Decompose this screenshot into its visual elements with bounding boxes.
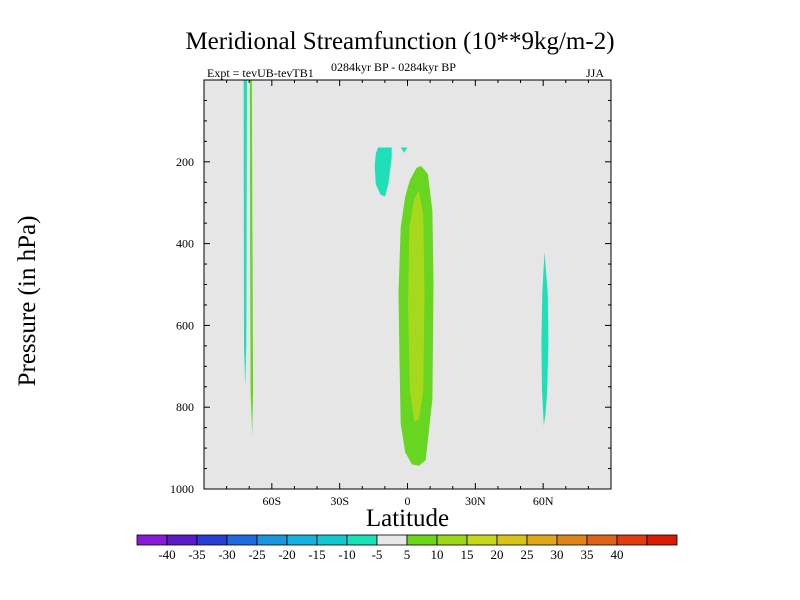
colorbar-label: -15 xyxy=(308,547,325,562)
colorbar-box xyxy=(196,534,228,546)
y-tick-label: 800 xyxy=(176,400,194,414)
contour-nh-negative-cell xyxy=(541,251,549,426)
chart-title: Meridional Streamfunction (10**9kg/m-2) xyxy=(185,28,615,55)
colorbar-box xyxy=(226,534,258,546)
colorbar-box xyxy=(346,534,378,546)
x-tick-label: 0 xyxy=(405,494,411,508)
colorbar-box xyxy=(436,534,468,546)
colorbar-label: 40 xyxy=(611,547,624,562)
colorbar-box xyxy=(556,534,588,546)
colorbar-label: -35 xyxy=(188,547,205,562)
y-tick-label: 200 xyxy=(176,155,194,169)
colorbar-label: 30 xyxy=(551,547,564,562)
y-tick-label: 400 xyxy=(176,237,194,251)
colorbar-label: -5 xyxy=(372,547,383,562)
colorbar-box xyxy=(616,534,648,546)
colorbar-label: -30 xyxy=(218,547,235,562)
contour-tropical-positive-core xyxy=(408,190,425,422)
x-axis-label: Latitude xyxy=(365,505,450,532)
colorbar-label: -20 xyxy=(278,547,295,562)
y-axis-label: Pressure (in hPa) xyxy=(14,215,41,387)
colorbar-box xyxy=(316,534,348,546)
x-tick-label: 60N xyxy=(533,494,554,508)
colorbar-label: 10 xyxy=(431,547,444,562)
contour-sh-polar-positive xyxy=(249,80,254,436)
colorbar-box xyxy=(466,534,498,546)
colorbar-box xyxy=(286,534,318,546)
colorbar-box xyxy=(136,534,168,546)
colorbar-box xyxy=(496,534,528,546)
colorbar-label: 25 xyxy=(521,547,534,562)
x-tick-label: 30N xyxy=(465,494,486,508)
colorbar-label: -40 xyxy=(158,547,175,562)
colorbar-label: 35 xyxy=(581,547,594,562)
contour-upper-negative-fragment xyxy=(400,147,408,153)
colorbar-label: 20 xyxy=(491,547,504,562)
y-tick-label: 1000 xyxy=(170,482,194,496)
colorbar-label: -25 xyxy=(248,547,265,562)
y-tick-label: 600 xyxy=(176,318,194,332)
colorbar-box xyxy=(256,534,288,546)
colorbar-label: -10 xyxy=(338,547,355,562)
colorbar-label: 5 xyxy=(404,547,411,562)
contour-upper-negative-cell xyxy=(374,147,392,197)
colorbar-box xyxy=(586,534,618,546)
colorbar-box xyxy=(646,534,678,546)
colorbar-box xyxy=(406,534,438,546)
colorbar-box xyxy=(166,534,198,546)
colorbar-label: 15 xyxy=(461,547,474,562)
x-tick-label: 30S xyxy=(330,494,349,508)
period-label: 0284kyr BP - 0284kyr BP xyxy=(331,60,456,74)
x-tick-label: 60S xyxy=(262,494,281,508)
season-label: JJA xyxy=(586,66,605,80)
experiment-label: Expt = tevUB-tevTB1 xyxy=(207,66,314,80)
contour-sh-polar-negative xyxy=(243,80,247,387)
colorbar-box xyxy=(526,534,558,546)
colorbar-box xyxy=(376,534,408,546)
